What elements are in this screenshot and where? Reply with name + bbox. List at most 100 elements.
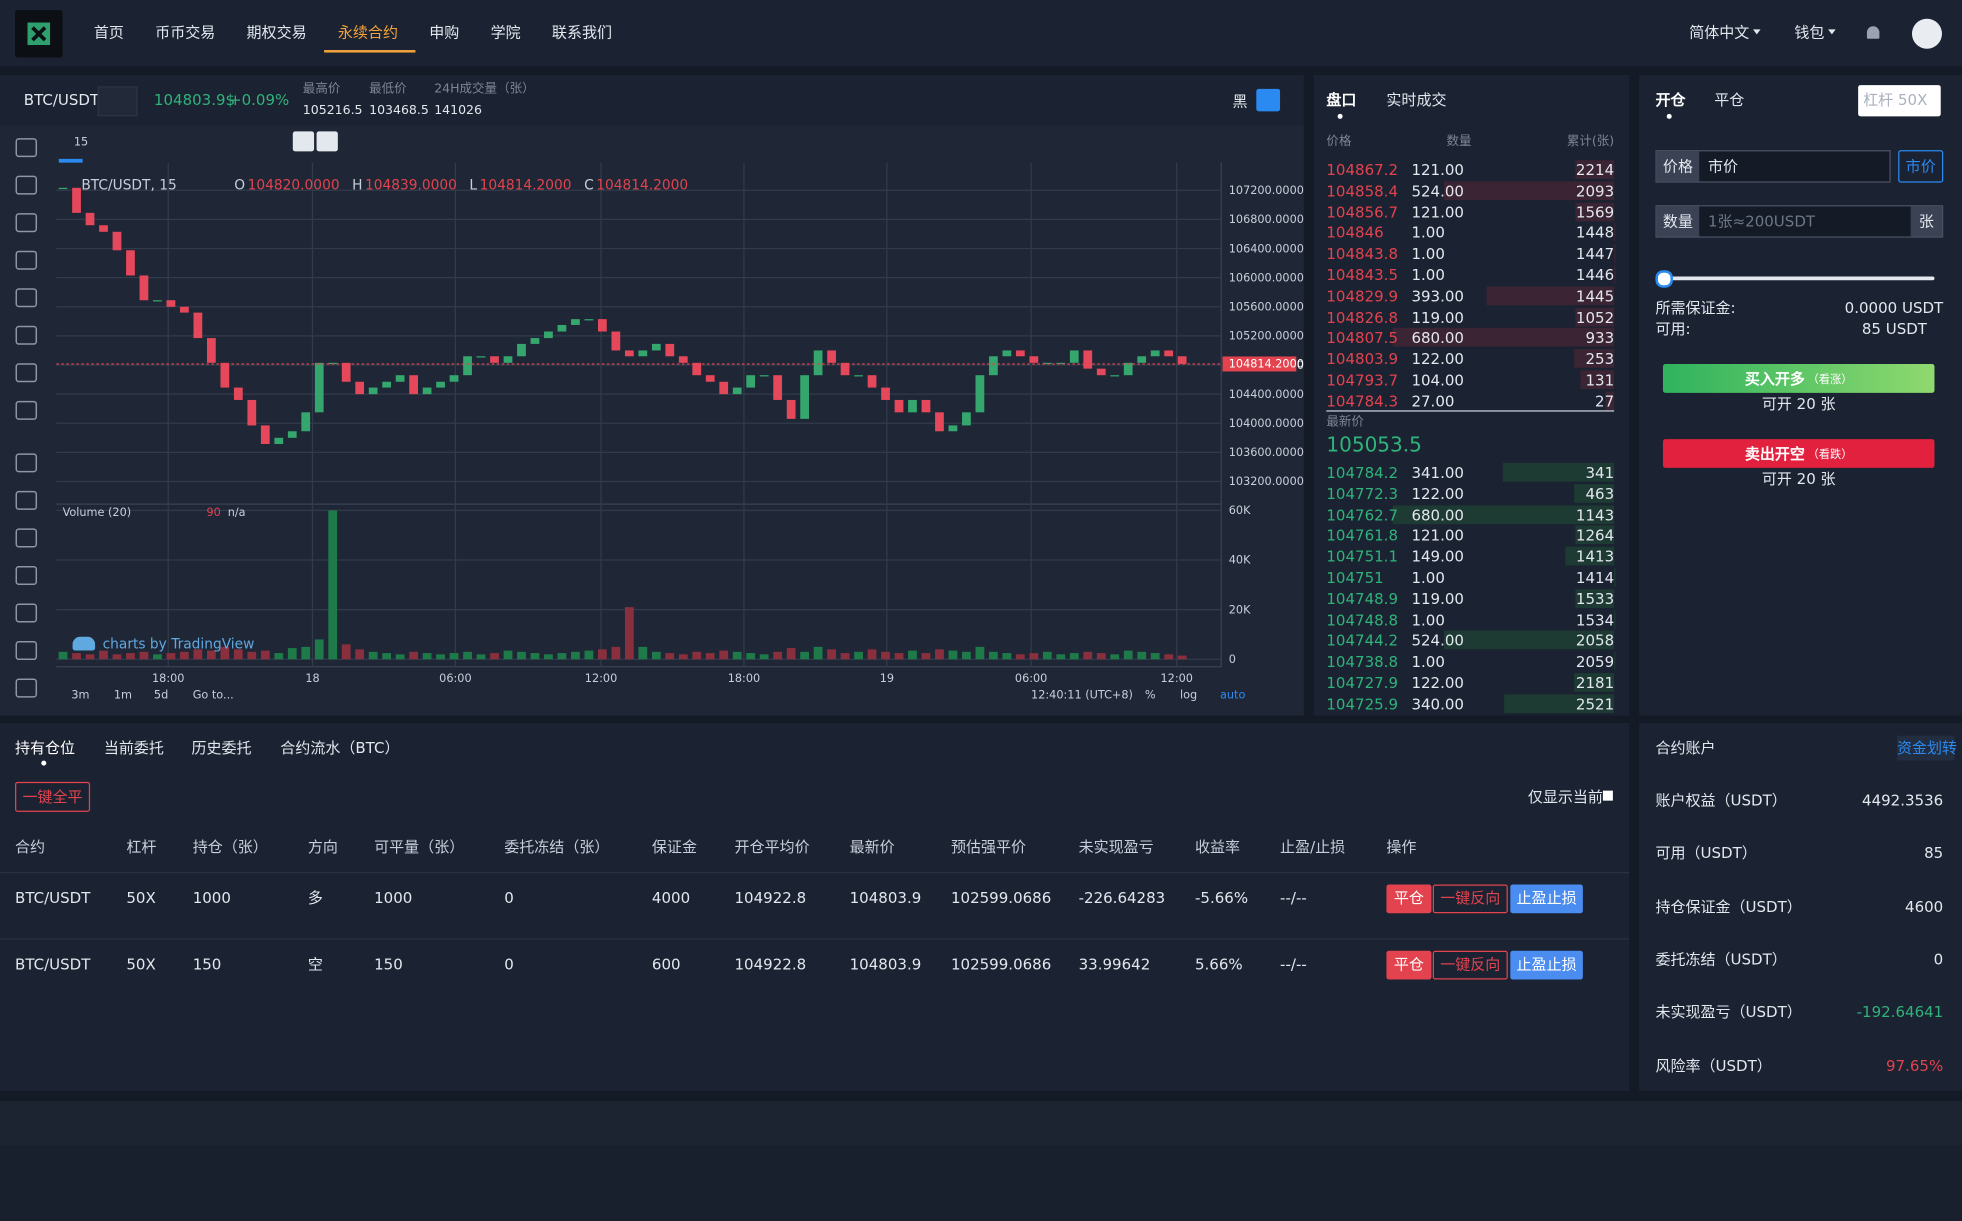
nav-item[interactable]: 申购 — [429, 23, 460, 42]
x-tick-label: 19 — [880, 672, 894, 685]
bell-icon[interactable] — [1866, 26, 1880, 39]
range-button[interactable]: 1m — [113, 689, 133, 703]
volume-bar — [220, 646, 230, 660]
close-all-button[interactable]: 一键全平 — [15, 781, 91, 812]
nav-active-underline — [324, 50, 416, 53]
candle — [705, 375, 715, 382]
auto-toggle[interactable]: auto — [1219, 689, 1246, 703]
candle — [1056, 362, 1066, 365]
volume-bar — [274, 653, 284, 660]
interval-button[interactable]: 15 — [73, 136, 89, 150]
volume-bar — [166, 653, 176, 660]
book-price: 104751 — [1326, 569, 1384, 587]
nav-item[interactable]: 联系我们 — [551, 23, 613, 42]
language-select[interactable]: 简体中文 — [1689, 23, 1750, 42]
volume-bar — [1137, 651, 1147, 660]
book-total: 1533 — [1575, 590, 1615, 608]
candle — [314, 362, 324, 413]
table-cell: -5.66% — [1194, 889, 1249, 907]
volume-bar — [719, 650, 729, 660]
range-button[interactable]: 5d — [153, 689, 169, 703]
candle — [571, 319, 580, 325]
depth-bar — [1574, 349, 1615, 369]
table-header: 预估强平价 — [950, 838, 1027, 856]
log-toggle[interactable]: log — [1179, 689, 1198, 703]
account-value: 85 — [1924, 844, 1944, 863]
qty-box[interactable] — [1655, 205, 1944, 238]
account-value: 4600 — [1905, 897, 1944, 916]
candle — [1042, 362, 1052, 365]
book-header: 累计(张) — [1566, 135, 1615, 149]
avatar[interactable] — [1911, 18, 1942, 49]
wallet-menu[interactable]: 钱包 — [1794, 23, 1825, 42]
theme-toggle[interactable]: 黑 — [1232, 92, 1248, 111]
leverage-box[interactable]: 杠杆 50X — [1858, 85, 1941, 117]
book-qty: 340.00 — [1411, 695, 1464, 713]
candle — [948, 425, 958, 432]
layout-button[interactable] — [1256, 88, 1281, 112]
candle — [746, 375, 756, 388]
volume-bar — [989, 651, 998, 660]
last-price-label: 最新价 — [1326, 415, 1364, 430]
candle — [530, 338, 540, 344]
slider-track[interactable] — [1662, 276, 1935, 281]
account-panel — [1639, 723, 1962, 1091]
candle — [422, 387, 432, 395]
book-price: 104784.3 — [1326, 392, 1399, 411]
nav-item[interactable]: 币币交易 — [155, 23, 216, 42]
range-button[interactable]: 3m — [71, 689, 90, 703]
candle — [584, 319, 594, 321]
trade-tab[interactable]: 开仓 — [1655, 91, 1686, 109]
pair-dropdown[interactable] — [97, 86, 138, 117]
volume-bar — [894, 653, 904, 660]
position-tab[interactable]: 合约流水（BTC） — [280, 739, 400, 757]
volume-bar — [233, 649, 243, 660]
position-tab[interactable]: 当前委托 — [103, 739, 164, 757]
market-button[interactable]: 市价 — [1898, 150, 1944, 183]
sell-button[interactable]: 卖出开空 （看跌） — [1662, 439, 1935, 468]
volume-bar — [705, 653, 715, 660]
footer — [0, 1145, 1962, 1221]
transfer-button[interactable]: 资金划转 — [1896, 735, 1957, 761]
row-action-button[interactable]: 平仓 — [1386, 884, 1432, 914]
position-tab[interactable]: 历史委托 — [191, 739, 252, 757]
redo-button[interactable] — [316, 131, 338, 152]
undo-button[interactable] — [292, 131, 315, 152]
goto-button[interactable]: Go to... — [192, 689, 234, 703]
row-action-button[interactable]: 一键反向 — [1432, 950, 1508, 980]
nav-item[interactable]: 期权交易 — [246, 23, 307, 42]
nav-item[interactable]: 永续合约 — [337, 23, 398, 42]
volume-bar — [1164, 654, 1174, 660]
trade-tab[interactable]: 平仓 — [1714, 91, 1745, 109]
slider-handle[interactable] — [1655, 270, 1673, 288]
candle — [665, 343, 675, 357]
table-cell: 150 — [192, 955, 222, 974]
volume-bar — [571, 651, 580, 660]
volume-bar — [651, 651, 661, 660]
percent-toggle[interactable]: % — [1144, 689, 1156, 703]
buy-button[interactable]: 买入开多 （看涨） — [1662, 364, 1935, 393]
row-action-button[interactable]: 平仓 — [1386, 950, 1432, 980]
row-action-button[interactable]: 止盈止损 — [1510, 884, 1583, 914]
y-tick-label: 104400.0000 — [1229, 388, 1304, 401]
book-qty: 121.00 — [1411, 527, 1464, 545]
interval-underline — [58, 158, 83, 163]
volume-bar — [584, 650, 594, 660]
candle — [692, 362, 702, 376]
volume-tick-label: 20K — [1229, 603, 1251, 616]
ticker-change: +0.09% — [228, 91, 290, 109]
book-tab[interactable]: 实时成交 — [1386, 91, 1447, 109]
table-header: 合约 — [15, 838, 46, 856]
tv-credit[interactable]: charts by TradingView — [102, 636, 255, 653]
row-action-button[interactable]: 止盈止损 — [1510, 950, 1583, 980]
logo[interactable] — [15, 10, 63, 58]
only-current-checkbox[interactable] — [1602, 790, 1613, 801]
row-action-button[interactable]: 一键反向 — [1432, 884, 1508, 914]
book-qty: 122.00 — [1411, 674, 1464, 692]
nav-item[interactable]: 学院 — [490, 23, 521, 42]
candle — [166, 300, 176, 307]
table-cell: --/-- — [1280, 955, 1307, 974]
position-tab[interactable]: 持有仓位 — [15, 739, 76, 757]
nav-item[interactable]: 首页 — [93, 23, 124, 42]
book-tab[interactable]: 盘口 — [1326, 91, 1357, 109]
